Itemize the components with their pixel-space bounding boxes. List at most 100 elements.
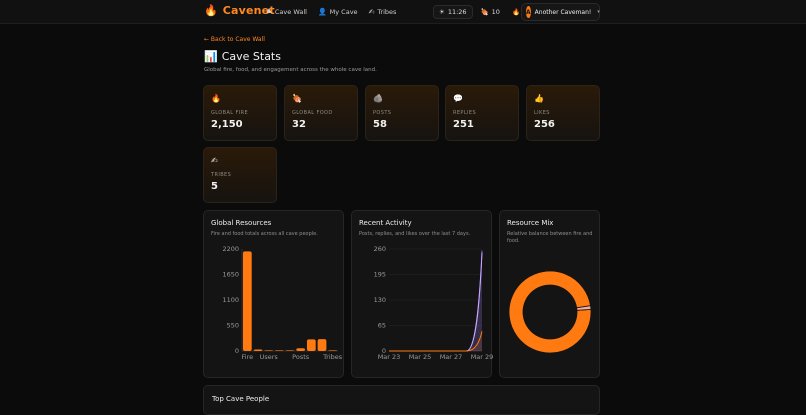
y-tick-label: 260 [374,245,386,253]
person-icon: 👤 [317,7,327,16]
brand[interactable]: 🔥 Cavenet [204,4,275,17]
x-tick-label: Posts [292,353,310,361]
y-tick-label: 130 [374,296,386,304]
flame-icon: 🔥 [211,94,221,103]
bar [242,251,252,351]
panel-title: Recent Activity [359,219,412,227]
panel-recent-activity: Recent Activity Posts, replies, and like… [351,210,493,378]
panel-global-resources: Global Resources Fire and food totals ac… [203,210,344,378]
donut-slice [576,305,592,311]
activity-line-chart: 0 65 130 195 260 Mar 23 Mar 25 Mar 27 Mar 29 [374,245,493,361]
user-name: Another Caveman! [534,8,592,16]
y-tick-label: 2200 [222,245,239,253]
x-tick-label: Tribes [322,353,343,361]
bar-chart-icon: 📊 [204,50,218,63]
stat-value: 256 [534,119,555,130]
stat-card-tribes: ✍ TRIBES 5 [203,147,277,203]
writing-hand-icon: ✍ [211,156,218,165]
stat-label: LIKES [534,110,550,116]
y-tick-label: 195 [374,271,386,279]
resource-mix-donut [508,270,592,354]
back-link[interactable]: ← Back to Cave Wall [204,36,265,43]
mountain-icon: ⛰ [266,7,272,15]
bar [328,350,338,351]
nav-label: Cave Wall [274,7,307,16]
nav-my-cave[interactable]: 👤 My Cave [318,7,358,16]
nav-cave-wall[interactable]: ⛰ Cave Wall [266,7,307,16]
stat-value: 58 [373,119,387,130]
panel-title: Global Resources [211,219,272,227]
bar [264,350,274,351]
food-pill: 🍖 10 [477,5,504,19]
bar [285,350,295,351]
donut-slice [508,270,592,354]
panel-title: Resource Mix [507,219,554,227]
bar [274,350,284,351]
bar [296,348,306,351]
stat-value: 5 [211,181,218,192]
avatar: A [526,6,531,18]
y-tick-label: 550 [227,322,239,330]
thumbs-up-icon: 👍 [534,94,544,103]
series-area [389,252,482,351]
flame-icon: 🔥 [204,4,218,17]
time-value: 11:26 [447,8,467,16]
time-pill: ☀ 11:26 [433,5,473,19]
panel-subtitle: Relative balance between fire and food. [507,231,593,244]
series-line [389,252,483,352]
user-menu[interactable]: A Another Caveman! ▾ [521,3,600,21]
series-line [389,250,483,352]
flame-icon: 🔥 [511,8,521,16]
stat-card-replies: 💬 REPLIES 251 [445,85,519,141]
nav-label: My Cave [329,7,358,16]
top-bar: 🔥 Cavenet ⛰ Cave Wall 👤 My Cave ✍ Tribes… [0,0,806,24]
stat-label: GLOBAL FOOD [292,110,333,116]
stat-label: GLOBAL FIRE [211,110,249,116]
y-tick-label: 0 [235,347,239,355]
stat-card-posts: 🪨 POSTS 58 [365,85,439,141]
stat-label: POSTS [373,110,392,116]
resources-bar-chart: 0 550 1100 1650 2200 Fire Users Posts Tribes [222,245,343,361]
panel-title: Top Cave People [212,395,270,403]
stat-card-likes: 👍 LIKES 256 [526,85,600,141]
food-count: 10 [491,8,500,16]
page-title-text: Cave Stats [221,50,281,63]
panel-subtitle: Fire and food totals across all cave peo… [211,231,318,237]
speech-bubble-icon: 💬 [453,94,463,103]
x-tick-label: Mar 27 [440,353,463,361]
main-nav: ⛰ Cave Wall 👤 My Cave ✍ Tribes [266,7,396,16]
y-tick-label: 0 [382,347,386,355]
series-area [389,331,482,351]
writing-hand-icon: ✍ [368,7,375,16]
page-title: 📊 Cave Stats [204,50,281,63]
stat-label: TRIBES [211,172,232,178]
stat-value: 2,150 [211,119,243,130]
y-tick-label: 1100 [222,296,239,304]
series-area [389,250,482,351]
status-pills: ☀ 11:26 🍖 10 🔥 0 [433,5,531,19]
x-tick-label: Mar 29 [471,353,493,361]
page-subtitle: Global fire, food, and engagement across… [204,67,377,73]
stat-value: 32 [292,119,306,130]
nav-label: Tribes [377,7,397,16]
stat-card-global-fire: 🔥 GLOBAL FIRE 2,150 [203,85,277,141]
brand-name: Cavenet [222,4,275,17]
bar [306,339,316,351]
series-line [389,331,483,352]
chevron-down-icon: ▾ [597,9,600,15]
stat-card-global-food: 🍖 GLOBAL FOOD 32 [284,85,358,141]
y-tick-label: 1650 [222,271,239,279]
panel-resource-mix: Resource Mix Relative balance between fi… [499,210,600,378]
panel-subtitle: Posts, replies, and likes over the last … [359,231,471,237]
panel-top-cave-people: Top Cave People [203,385,600,415]
bar [253,349,263,351]
meat-icon: 🍖 [292,94,302,103]
y-tick-label: 65 [378,322,386,330]
x-tick-label: Fire [242,353,254,361]
x-tick-label: Users [260,353,279,361]
stat-value: 251 [453,119,474,130]
nav-tribes[interactable]: ✍ Tribes [369,7,397,16]
stat-label: REPLIES [453,110,477,116]
bar [317,339,327,351]
meat-icon: 🍖 [480,8,489,16]
